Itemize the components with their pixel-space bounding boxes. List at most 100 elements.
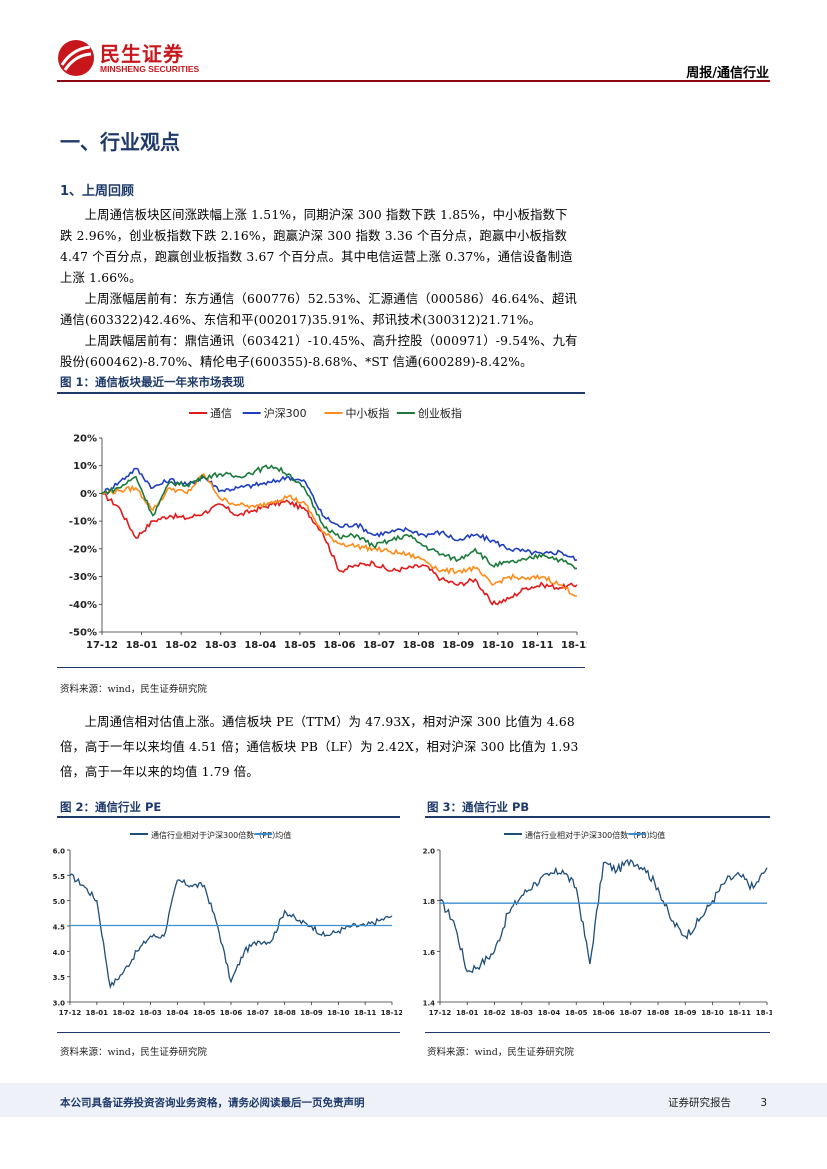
x-tick-label: 18-04 [538,1009,561,1017]
figure-1-bottom-rule [57,667,585,668]
page-number: 3 [760,1097,767,1109]
figure-2-title: 图 2：通信行业 PE [60,800,162,814]
legend-label: 沪深300 [264,406,307,420]
x-tick-label: 18-04 [244,640,276,651]
x-tick-label: 18-09 [674,1009,697,1017]
y-tick-label: 5.5 [53,873,66,881]
x-tick-label: 18-05 [193,1009,216,1017]
figure-3-rule [425,816,770,818]
section-subtitle: 1、上周回顾 [60,184,135,199]
y-tick-label: 5.0 [53,898,66,906]
y-tick-label: 0% [80,489,97,500]
footer-right: 证券研究报告 3 [668,1095,767,1110]
x-tick-label: 18-11 [354,1009,377,1017]
x-tick-label: 18-08 [273,1009,296,1017]
y-tick-label: -20% [69,544,97,555]
x-tick-label: 18-02 [112,1009,135,1017]
x-tick-label: 18-09 [300,1009,323,1017]
figure-2-source: 资料来源：wind，民生证券研究院 [60,1047,207,1058]
y-tick-label: -10% [69,517,97,528]
x-tick-label: 18-06 [592,1009,615,1017]
series-line-4 [101,464,578,570]
y-tick-label: 4.5 [53,924,66,932]
x-tick-label: 18-06 [324,640,356,651]
y-tick-label: 3.0 [53,1000,66,1008]
legend-label: 创业板指 [418,406,462,420]
x-tick-label: 18-10 [701,1009,724,1017]
figure-3-bottom-rule [425,1032,770,1033]
x-tick-label: 18-12 [381,1009,402,1017]
logo-text-en: MINSHENG SECURITIES [100,64,200,74]
chart-pb: 2.0 1.8 1.6 1.417-12 18-01 18-02 18-03 18-04 18-… [423,830,772,1017]
x-tick-label: 18-10 [482,640,514,651]
figure-3-source: 资料来源：wind，民生证券研究院 [427,1047,574,1058]
y-tick-label: -50% [69,628,97,639]
series-line-3 [101,472,577,597]
review-paragraphs: 上周通信板块区间涨跌幅上涨 1.51%，同期沪深 300 指数下跌 1.85%，… [60,205,580,373]
x-tick-label: 18-05 [284,640,316,651]
y-tick-label: 1.8 [423,898,436,906]
y-tick-label: 1.6 [423,949,436,957]
report-label: 周报/通信行业 [686,66,769,81]
x-tick-label: 18-07 [620,1009,643,1017]
y-tick-label: 20% [73,434,97,445]
legend-label: 均值 [649,830,665,840]
chart-pe: 6.0 5.5 5.0 4.5 4.0 3.5 3.017-12 18-01 18-02 18-0… [53,830,402,1017]
logo-text-cn: 民生证券 [100,42,184,66]
series-line-1 [69,873,393,990]
y-tick-label: 1.4 [423,1000,436,1008]
x-tick-label: 18-02 [165,640,197,651]
valuation-paragraph: 上周通信相对估值上涨。通信板块 PE（TTM）为 47.93X，相对沪深 300… [60,710,580,785]
x-tick-label: 18-09 [442,640,474,651]
y-tick-label: 4.0 [53,949,66,957]
page-footer: 本公司具备证券投资咨询业务资格，请务必阅读最后一页免责声明 证券研究报告 3 [0,1083,827,1117]
series-line-1 [101,492,578,606]
chart-market-performance: 20% 10% 0% -10% -20% -30% -40% -50%17-12 18-01 18… [69,406,587,651]
x-tick-label: 18-03 [205,640,237,651]
legend-label: 中小板指 [345,406,389,420]
header-divider [57,80,770,82]
footer-disclaimer: 本公司具备证券投资咨询业务资格，请务必阅读最后一页免责声明 [60,1097,365,1109]
paragraph: 上周涨幅居前有：东方通信（600776）52.53%、汇源通信（000586）4… [60,292,577,327]
y-tick-label: 3.5 [53,974,66,982]
y-tick-label: -30% [69,572,97,583]
x-tick-label: 18-02 [483,1009,506,1017]
y-tick-label: -40% [69,600,97,611]
x-tick-label: 18-03 [139,1009,162,1017]
x-tick-label: 17-12 [86,640,118,651]
x-tick-label: 18-07 [363,640,395,651]
figure-2-bottom-rule [57,1032,400,1033]
x-tick-label: 18-12 [561,640,587,651]
legend-label: 通信 [210,407,232,420]
paragraph: 上周通信板块区间涨跌幅上涨 1.51%，同期沪深 300 指数下跌 1.85%，… [60,208,573,285]
x-tick-label: 18-11 [521,640,553,651]
figure-1-title: 图 1：通信板块最近一年来市场表现 [60,375,245,389]
y-tick-label: 10% [73,461,97,472]
series-line-1 [439,858,768,974]
section-title: 一、行业观点 [60,130,180,154]
figure-1-rule [57,392,585,394]
report-type: 证券研究报告 [667,1097,731,1109]
company-logo: 民生证券 MINSHENG SECURITIES [56,36,226,80]
x-tick-label: 18-01 [86,1009,109,1017]
x-tick-label: 18-08 [403,640,435,651]
y-tick-label: 2.0 [423,848,436,856]
legend-label: 通信行业相对于沪深300倍数（PE） [151,830,280,840]
y-tick-label: 6.0 [53,848,66,856]
x-tick-label: 18-06 [220,1009,243,1017]
paragraph: 上周跌幅居前有：鼎信通讯（603421）-10.45%、高升控股（000971）… [60,334,578,369]
legend-label: 均值 [275,830,291,840]
legend-label: 通信行业相对于沪深300倍数（PB） [525,830,655,840]
x-tick-label: 17-12 [429,1009,452,1017]
x-tick-label: 17-12 [59,1009,82,1017]
x-tick-label: 18-05 [565,1009,588,1017]
x-tick-label: 18-10 [327,1009,350,1017]
logo-icon [58,40,94,76]
figure-3-title: 图 3：通信行业 PB [427,800,530,814]
x-tick-label: 18-12 [756,1009,772,1017]
figure-2-rule [57,816,400,818]
x-tick-label: 18-11 [729,1009,752,1017]
series-line-2 [101,467,578,562]
x-tick-label: 18-08 [647,1009,670,1017]
figure-1-source: 资料来源：wind，民生证券研究院 [60,684,207,695]
